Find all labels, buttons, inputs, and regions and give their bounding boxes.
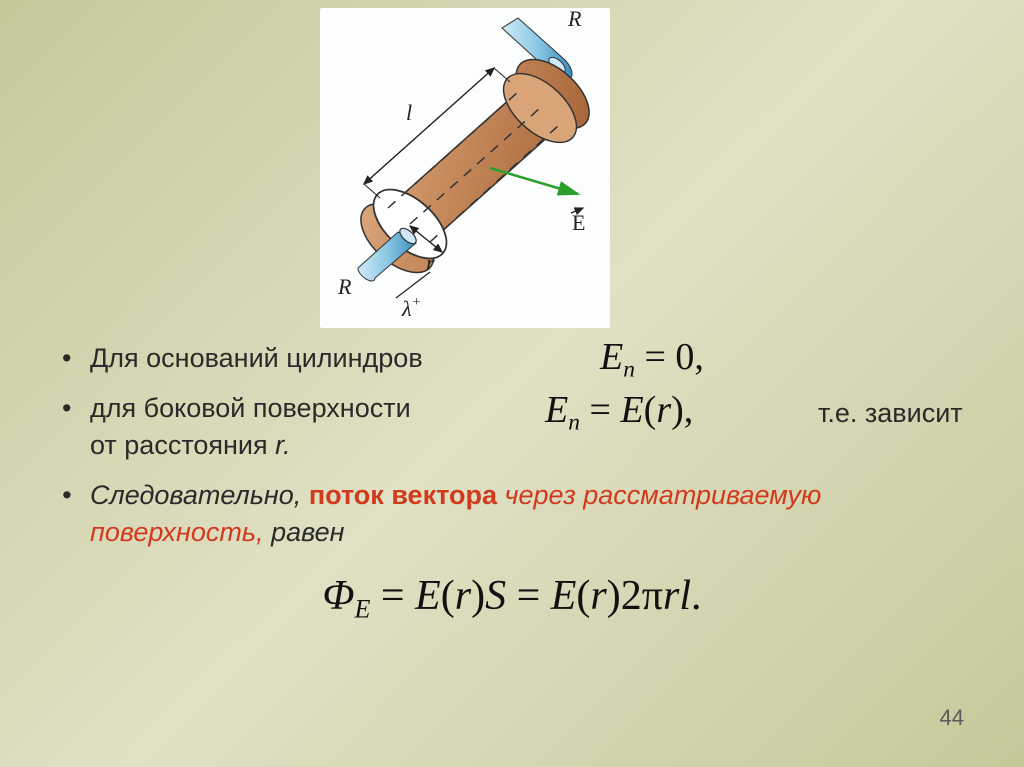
equation-flux: ΦE = E(r)S = E(r)2πrl. (50, 572, 974, 624)
diagram-svg: r l E R R λ+ (320, 8, 610, 328)
label-E: E (572, 210, 585, 235)
bullet-1-text: Для оснований цилиндров (90, 343, 423, 373)
bullet-3: Следовательно, поток вектора через рассм… (50, 477, 974, 550)
label-r: r (426, 250, 435, 275)
bullet-3-red1: поток вектора (309, 480, 497, 510)
bullet-2-line2a: от расстояния (90, 430, 275, 460)
bullet-2-line1: для боковой поверхности (90, 393, 411, 423)
label-lambda: λ+ (396, 272, 430, 321)
bullet-3-end: равен (264, 517, 345, 547)
cylinder-diagram: r l E R R λ+ (320, 8, 610, 328)
e-field-vector: E (490, 168, 585, 235)
bullet-1: Для оснований цилиндров (50, 340, 974, 376)
bullet-2-line2b: r. (275, 430, 291, 460)
svg-text:λ+: λ+ (401, 295, 421, 321)
content-block: Для оснований цилиндров для боковой пове… (0, 340, 1024, 625)
label-l: l (406, 100, 412, 125)
label-R-top: R (567, 8, 582, 31)
label-R-bottom: R (337, 274, 352, 299)
bullet-list: Для оснований цилиндров для боковой пове… (50, 340, 974, 550)
bullet-3-a: Следовательно, (90, 480, 309, 510)
page-number: 44 (940, 705, 964, 731)
bullet-2: для боковой поверхности от расстояния r. (50, 390, 974, 463)
